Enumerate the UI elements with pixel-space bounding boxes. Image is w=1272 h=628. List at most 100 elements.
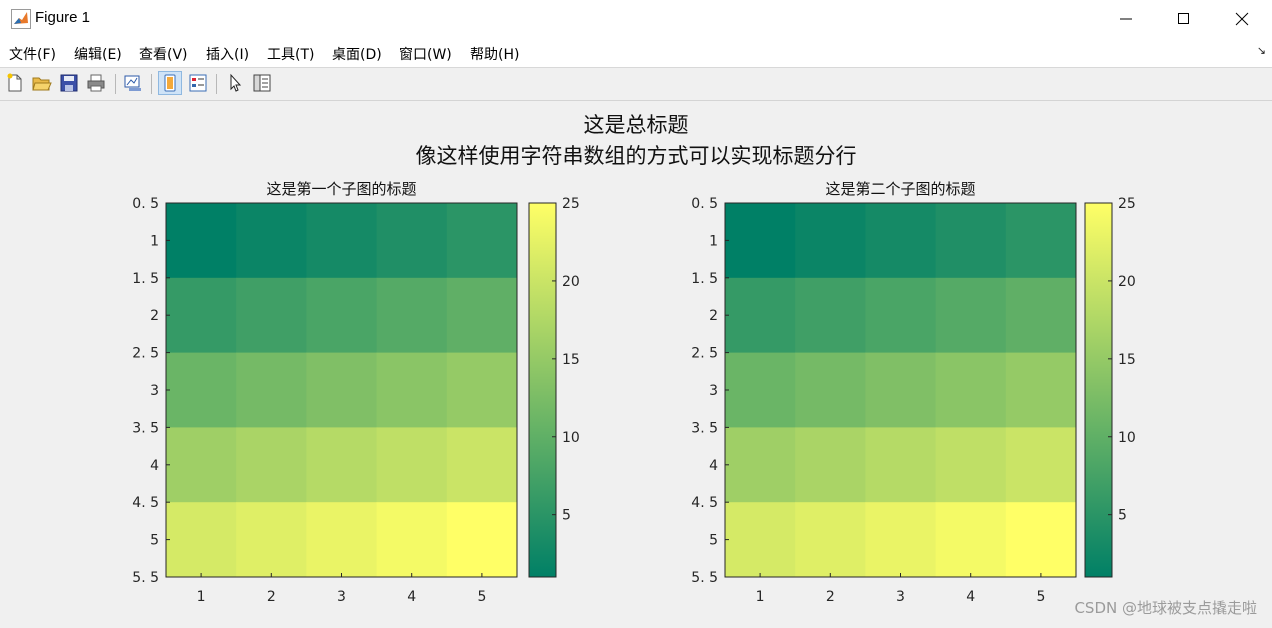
heatmap-cell	[725, 277, 796, 354]
matlab-logo-icon	[11, 9, 31, 29]
colorbar-tick-label: 10	[1118, 430, 1136, 446]
y-tick-label: 1	[709, 233, 718, 249]
close-icon	[1235, 12, 1249, 26]
y-tick-label: 4	[709, 458, 718, 474]
colorbar-tick-label: 25	[1118, 196, 1136, 212]
menu-desktop[interactable]: 桌面(D)	[332, 47, 382, 63]
toolbar-separator	[151, 74, 152, 94]
menu-tools[interactable]: 工具(T)	[267, 47, 315, 63]
heatmap-cell	[935, 427, 1007, 503]
undock-arrow-icon[interactable]: ↘	[1256, 44, 1266, 57]
menu-insert[interactable]: 插入(I)	[206, 47, 250, 63]
heatmap-cell	[166, 502, 237, 578]
heatmap-cell	[935, 203, 1007, 279]
menu-help[interactable]: 帮助(H)	[470, 47, 520, 63]
toolbar-separator	[216, 74, 217, 94]
select-arrow-icon	[230, 73, 242, 92]
heatmap-cell	[446, 352, 518, 428]
window-titlebar: Figure 1	[0, 0, 1272, 38]
y-tick-label: 3	[150, 383, 159, 399]
heatmap-cell	[236, 502, 307, 578]
y-tick-label: 1. 5	[691, 271, 718, 287]
figure-canvas: 这是总标题 像这样使用字符串数组的方式可以实现标题分行 这是第一个子图的标题 1 2…	[132, 113, 1136, 605]
subplot-1: 这是第一个子图的标题 1 2 3 4 5 0. 5 1 1. 5 2 2. 5 3 3. 5 4 4. 5 5…	[132, 180, 580, 605]
new-figure-icon	[7, 73, 22, 92]
link-plot-button[interactable]	[122, 72, 144, 94]
heatmap-cell	[376, 277, 448, 354]
menu-edit[interactable]: 编辑(E)	[74, 47, 122, 63]
heatmap-cell	[376, 352, 448, 428]
heatmap-cell	[166, 352, 237, 428]
heatmap-cell	[236, 277, 307, 354]
maximize-icon	[1178, 13, 1189, 24]
minimize-button[interactable]	[1097, 0, 1155, 38]
heatmap-cell	[795, 277, 866, 354]
heatmap-cell	[935, 502, 1007, 578]
heatmap-cell	[865, 277, 937, 354]
y-tick-label: 5. 5	[132, 570, 159, 586]
open-file-button[interactable]	[31, 72, 53, 94]
heatmap-cell	[725, 502, 796, 578]
heatmap-cell	[446, 502, 518, 578]
heatmap-cell	[725, 352, 796, 428]
super-title-line-2: 像这样使用字符串数组的方式可以实现标题分行	[416, 144, 857, 168]
menu-window[interactable]: 窗口(W)	[399, 47, 452, 63]
maximize-button[interactable]	[1155, 0, 1213, 38]
edit-plot-button[interactable]	[224, 72, 246, 94]
x-tick-label: 4	[966, 589, 975, 605]
heatmap-cell	[446, 427, 518, 503]
new-figure-button[interactable]	[4, 72, 26, 94]
y-tick-label: 4. 5	[691, 495, 718, 511]
y-tick-label: 5	[709, 533, 718, 549]
y-tick-label: 5	[150, 533, 159, 549]
close-window-button[interactable]	[1213, 0, 1271, 38]
colorbar-tick-label: 5	[1118, 508, 1127, 524]
property-inspector-icon	[189, 74, 207, 92]
colorbar-tick-label: 5	[562, 508, 571, 524]
print-icon	[87, 74, 105, 92]
y-tick-label: 2	[150, 308, 159, 324]
heatmap-cell	[166, 203, 237, 279]
heatmap-cell	[376, 203, 448, 279]
heatmap-cell	[166, 427, 237, 503]
print-button[interactable]	[85, 72, 107, 94]
x-tick-label: 4	[407, 589, 416, 605]
colorbar-tick-label: 20	[562, 274, 580, 290]
menu-file[interactable]: 文件(F)	[9, 47, 56, 63]
y-tick-label: 2. 5	[691, 346, 718, 362]
y-tick-label: 0. 5	[132, 196, 159, 212]
dock-button[interactable]	[158, 71, 182, 95]
x-tick-label: 2	[267, 589, 276, 605]
toolbar-separator	[115, 74, 116, 94]
y-tick-label: 3. 5	[132, 420, 159, 436]
save-icon	[60, 74, 78, 92]
heatmap-cell	[795, 352, 866, 428]
link-plot-icon	[124, 75, 141, 91]
x-tick-label: 1	[756, 589, 765, 605]
heatmap-cell	[1005, 277, 1077, 354]
subplot-title: 这是第一个子图的标题	[266, 180, 416, 198]
heatmap-cell	[166, 277, 237, 354]
heatmap-cell	[446, 203, 518, 279]
window-title: Figure 1	[35, 9, 91, 26]
y-tick-label: 2. 5	[132, 346, 159, 362]
heatmap-cell	[795, 502, 866, 578]
heatmap-cell	[306, 502, 378, 578]
x-tick-label: 2	[826, 589, 835, 605]
heatmap-cell	[1005, 502, 1077, 578]
property-inspector-button[interactable]	[187, 72, 209, 94]
y-tick-label: 5. 5	[691, 570, 718, 586]
heatmap-cell	[1005, 427, 1077, 503]
heatmap-cell	[306, 277, 378, 354]
y-tick-label: 3	[709, 383, 718, 399]
menu-view[interactable]: 查看(V)	[139, 47, 188, 63]
heatmap-cell	[446, 277, 518, 354]
panel-toggle-button[interactable]	[251, 72, 273, 94]
watermark: CSDN @地球被支点撬走啦	[1074, 599, 1257, 617]
heatmap-cell	[1005, 352, 1077, 428]
minimize-icon	[1120, 18, 1132, 20]
heatmap-cell	[935, 277, 1007, 354]
x-tick-label: 3	[337, 589, 346, 605]
heatmap-cell	[865, 502, 937, 578]
save-button[interactable]	[58, 72, 80, 94]
